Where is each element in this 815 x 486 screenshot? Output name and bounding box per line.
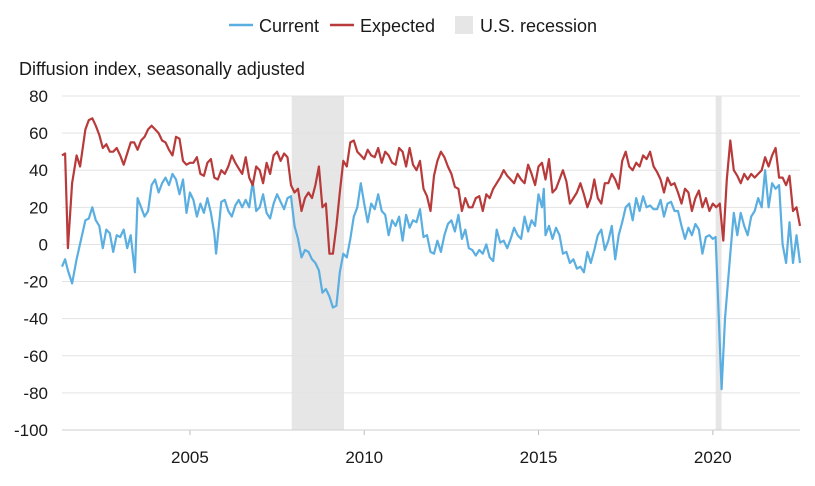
recession-band: [715, 96, 722, 430]
y-axis-label: Diffusion index, seasonally adjusted: [19, 59, 305, 79]
y-tick-labels: 80 60 40 20 0 -20 -40 -60 -80 -100: [14, 87, 48, 440]
legend: Current Expected U.S. recession: [229, 16, 597, 36]
x-tick-label: 2015: [520, 448, 558, 467]
legend-expected-label: Expected: [360, 16, 435, 36]
y-tick-label: -80: [23, 384, 48, 403]
legend-recession-swatch: [455, 16, 473, 34]
y-tick-label: 40: [29, 161, 48, 180]
y-tick-label: -40: [23, 310, 48, 329]
recession-bands: [291, 96, 722, 430]
series-line-expected: [61, 117, 802, 255]
x-tick-label: 2020: [694, 448, 732, 467]
series-lines: [60, 117, 802, 391]
series-line-current: [60, 169, 802, 391]
x-tick-labels: 2005 2010 2015 2020: [171, 430, 732, 467]
y-tick-label: -20: [23, 273, 48, 292]
y-tick-label: 80: [29, 87, 48, 106]
y-tick-label: 60: [29, 124, 48, 143]
x-tick-label: 2005: [171, 448, 209, 467]
y-tick-label: -60: [23, 347, 48, 366]
x-tick-label: 2010: [345, 448, 383, 467]
y-tick-label: 0: [39, 235, 48, 254]
y-tick-label: -100: [14, 421, 48, 440]
legend-recession-label: U.S. recession: [480, 16, 597, 36]
recession-band: [291, 96, 345, 430]
y-tick-label: 20: [29, 198, 48, 217]
gridlines: [62, 95, 800, 394]
legend-current-label: Current: [259, 16, 319, 36]
